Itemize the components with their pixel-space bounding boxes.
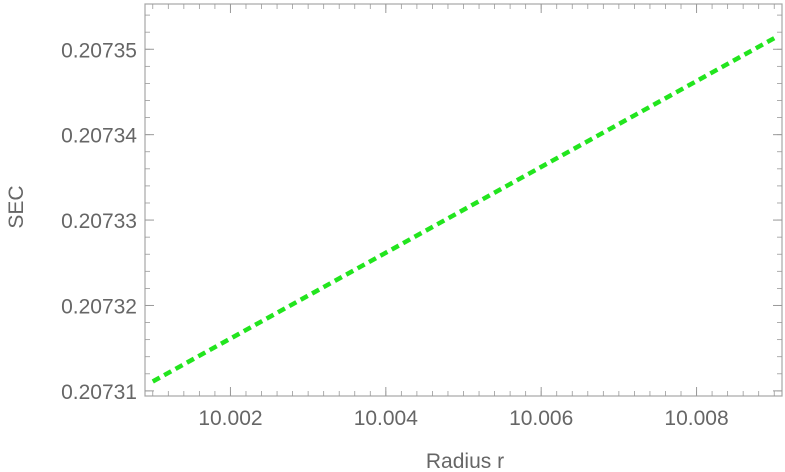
y-tick-label: 0.20732 xyxy=(61,295,137,318)
x-axis-title: Radius r xyxy=(426,450,504,472)
series-layer xyxy=(151,36,776,384)
x-tick-label: 10.004 xyxy=(354,407,419,430)
y-axis-ticks: 0.20731 0.20732 0.20733 0.20734 0.20735 xyxy=(61,39,782,404)
y-tick-label: 0.20733 xyxy=(61,210,137,233)
x-tick-label: 10.006 xyxy=(509,407,573,430)
y-tick-label: 0.20731 xyxy=(61,381,137,404)
plot-frame xyxy=(144,3,783,397)
x-tick-label: 10.008 xyxy=(664,407,728,430)
y-tick-label: 0.20735 xyxy=(61,39,137,62)
y-axis-title: SEC xyxy=(5,185,28,228)
minor-ticks xyxy=(145,4,782,396)
x-axis-ticks: 10.002 10.004 10.006 10.008 xyxy=(198,4,729,430)
y-tick-label: 0.20734 xyxy=(61,125,137,148)
series-line xyxy=(151,36,776,384)
x-tick-label: 10.002 xyxy=(198,407,262,430)
